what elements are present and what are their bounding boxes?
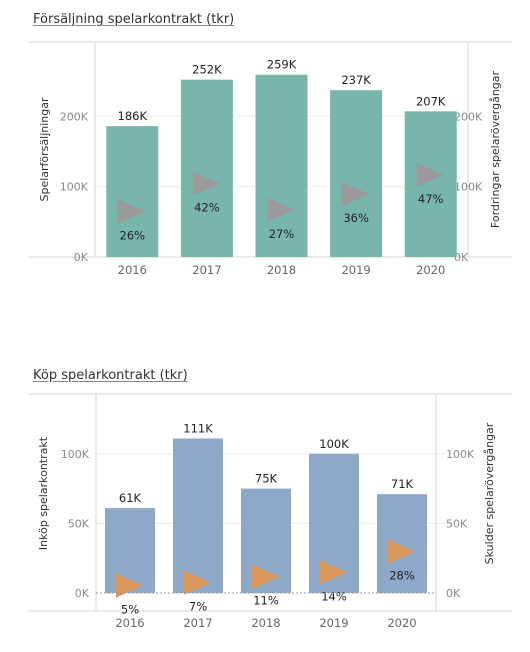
percentage-marker — [342, 182, 370, 206]
x-tick-label: 2018 — [267, 263, 296, 277]
percentage-marker — [320, 560, 347, 585]
x-tick-label: 2019 — [319, 616, 348, 630]
y-tick-label: 200K — [60, 110, 89, 123]
percentage-label: 14% — [321, 589, 347, 603]
x-tick-label: 2016 — [118, 263, 147, 277]
y-axis-right-title: Skulder spelarövergångar — [483, 422, 496, 564]
bar — [404, 111, 457, 257]
y-tick-label: 100K — [61, 448, 90, 461]
sales-chart: Försäljning spelarkontrakt (tkr) 0K 0K 100… — [0, 0, 530, 300]
percentage-label: 7% — [189, 600, 207, 614]
percentage-label: 47% — [418, 192, 444, 206]
y-tick-label: 0K — [74, 251, 89, 264]
bar-value-label: 75K — [255, 472, 278, 486]
x-tick-label: 2019 — [341, 263, 370, 277]
x-tick-label: 2018 — [251, 616, 280, 630]
y-axis-title: Inköp spelarkontrakt — [37, 436, 50, 550]
purchases-chart: Köp spelarkontrakt (tkr) 0K 0K 50K 50K 100K 1… — [0, 360, 530, 652]
bar — [173, 438, 223, 593]
percentage-label: 42% — [194, 201, 220, 215]
percentage-label: 28% — [389, 569, 415, 583]
percentage-label: 27% — [269, 227, 295, 241]
bar-value-label: 237K — [341, 73, 371, 87]
y-tick-label: 50K — [68, 517, 90, 530]
percentage-label: 26% — [120, 229, 146, 243]
percentage-marker — [116, 573, 143, 598]
x-tick-label: 2017 — [192, 263, 221, 277]
y-right-tick-label: 100K — [454, 181, 483, 194]
bar-value-label: 186K — [118, 109, 148, 123]
percentage-marker — [416, 162, 444, 187]
bar-value-label: 252K — [192, 63, 222, 77]
bar-value-label: 100K — [319, 437, 349, 451]
percentage-marker — [388, 539, 415, 564]
percentage-marker — [118, 199, 146, 224]
y-right-tick-label: 50K — [446, 517, 468, 530]
x-tick-label: 2020 — [416, 263, 445, 277]
percentage-marker — [184, 570, 211, 595]
sales-chart-plot: 0K 0K 100K 100K 200K 200K Spelarförsäljningar F… — [28, 41, 512, 277]
percentage-marker — [252, 564, 279, 589]
bar — [106, 126, 159, 257]
x-tick-label: 2020 — [387, 616, 416, 630]
percentage-marker — [267, 197, 295, 222]
percentage-marker — [192, 171, 220, 196]
y-right-tick-label: 100K — [446, 448, 475, 461]
y-right-tick-label: 0K — [446, 587, 461, 600]
bar-value-label: 61K — [119, 491, 142, 505]
percentage-label: 36% — [343, 211, 369, 225]
x-tick-label: 2016 — [115, 616, 144, 630]
y-right-tick-label: 200K — [454, 110, 483, 123]
bar-value-label: 259K — [267, 58, 297, 72]
sales-chart-title: Försäljning spelarkontrakt (tkr) — [33, 12, 235, 27]
y-right-tick-label: 0K — [454, 251, 469, 264]
bar-value-label: 71K — [391, 477, 414, 491]
y-axis-right-title: Fordringar spelarövergångar — [489, 70, 502, 228]
bar-value-label: 207K — [416, 94, 446, 108]
percentage-label: 5% — [121, 603, 139, 617]
y-tick-label: 100K — [60, 181, 89, 194]
bar — [180, 79, 233, 258]
percentage-label: 11% — [253, 594, 279, 608]
purchases-chart-plot: 0K 0K 50K 50K 100K 100K Inköp spelarkontrakt Sk… — [28, 393, 512, 630]
x-tick-label: 2017 — [183, 616, 212, 630]
purchases-chart-title: Köp spelarkontrakt (tkr) — [33, 368, 188, 383]
bar — [255, 74, 308, 257]
bar — [377, 494, 427, 593]
bar-value-label: 111K — [183, 421, 213, 435]
bar — [330, 90, 383, 257]
y-tick-label: 0K — [75, 587, 90, 600]
bar — [105, 508, 155, 593]
y-axis-title: Spelarförsäljningar — [38, 97, 51, 201]
